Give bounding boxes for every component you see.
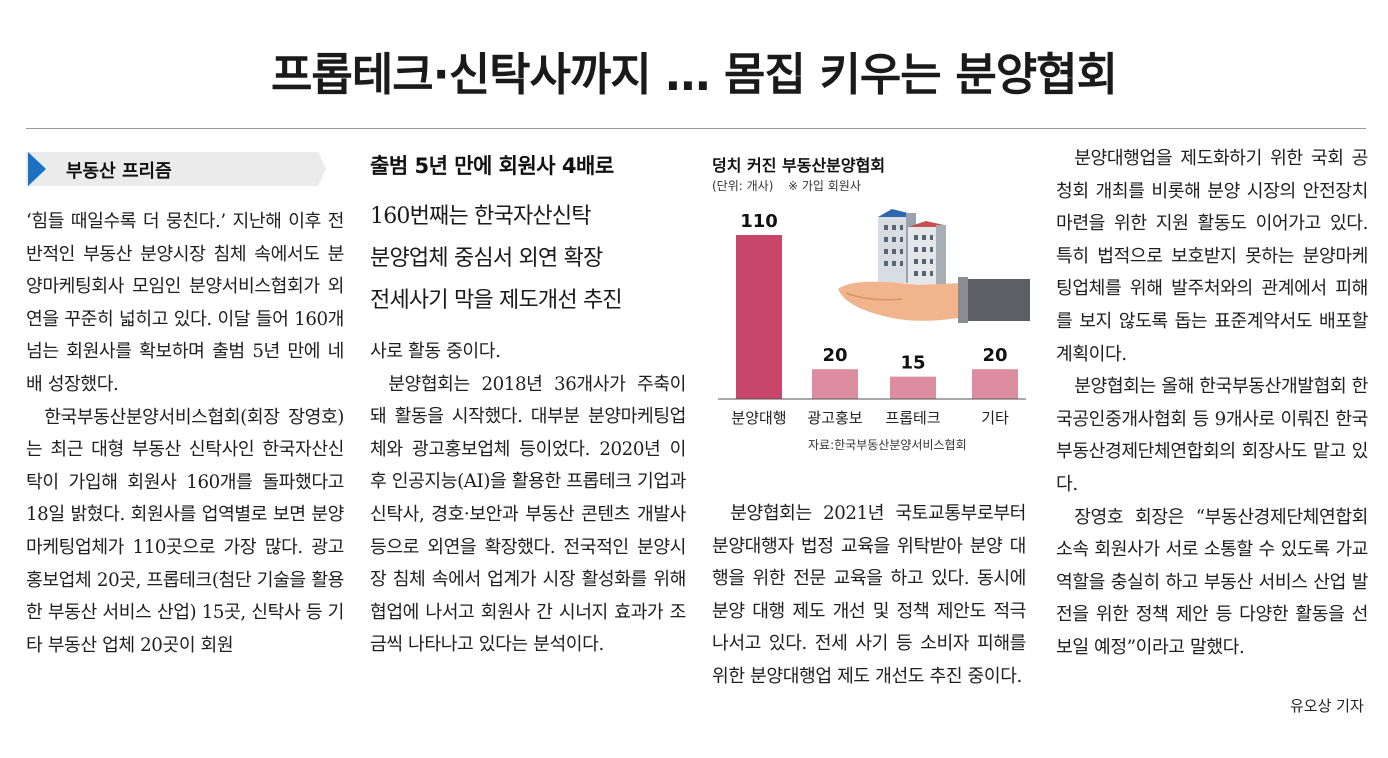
data-label: 20 xyxy=(822,345,847,366)
subhead-line: 전세사기 막을 제도개선 추진 xyxy=(370,288,623,313)
data-label: 15 xyxy=(900,353,925,374)
paragraph: 분양협회는 2021년 국토교통부로부터 분양대행자 법정 교육을 위탁받아 분… xyxy=(712,503,1026,687)
bar-기타 xyxy=(972,369,1018,399)
category-label: 프롭테크 xyxy=(885,409,940,427)
bar-프롭테크 xyxy=(890,376,936,399)
paragraph: 한국부동산분양서비스협회(회장 장영호)는 최근 대형 부동산 신탁사인 한국자… xyxy=(26,406,344,656)
paragraph: 분양협회는 2018년 36개사가 주축이 돼 활동을 시작했다. 대부분 분양… xyxy=(370,373,686,656)
chart-note: ※ 가입 회원사 xyxy=(788,179,861,193)
article-column-3: 분양협회는 2021년 국토교통부로부터 분양대행자 법정 교육을 위탁받아 분… xyxy=(712,498,1026,694)
section-label: 부동산 프리즘 xyxy=(26,152,326,186)
paragraph: ‘힘들 때일수록 더 뭉친다.’ 지난해 이후 전반적인 부동산 분양시장 침체… xyxy=(26,211,344,395)
chart-unit: (단위: 개사) xyxy=(712,179,774,193)
header-divider xyxy=(26,128,1366,129)
bar-광고홍보 xyxy=(812,369,858,399)
buildings-in-hand-illustration xyxy=(838,209,1030,323)
subhead-line: 160번째는 한국자산신탁 xyxy=(370,204,592,229)
chart-bars: 110 분양대행 20 광고홍보 15 프롭테크 20 기타 xyxy=(731,211,1018,427)
byline: 유오상 기자 xyxy=(1290,697,1364,715)
data-label: 20 xyxy=(982,345,1007,366)
data-label: 110 xyxy=(740,211,778,232)
section-label-text: 부동산 프리즘 xyxy=(66,161,172,182)
category-label: 분양대행 xyxy=(731,409,786,427)
article-column-4: 분양대행업을 제도화하기 위한 국회 공청회 개최를 비롯해 분양 시장의 안전… xyxy=(1056,143,1368,665)
paragraph: 분양대행업을 제도화하기 위한 국회 공청회 개최를 비롯해 분양 시장의 안전… xyxy=(1056,148,1368,365)
category-label: 광고홍보 xyxy=(807,409,862,427)
hand-icon xyxy=(838,281,964,321)
paragraph: 사로 활동 중이다. xyxy=(370,341,501,362)
sleeve-icon xyxy=(964,279,1030,321)
article-column-2: 사로 활동 중이다. 분양협회는 2018년 36개사가 주축이 돼 활동을 시… xyxy=(370,336,686,662)
bar-분양대행 xyxy=(736,235,782,399)
subhead-main: 출범 5년 만에 회원사 4배로 xyxy=(370,154,614,178)
subhead-line: 분양업체 중심서 외연 확장 xyxy=(370,246,603,271)
chart-source: 자료:한국부동산분양서비스협회 xyxy=(808,438,967,452)
category-label: 기타 xyxy=(981,409,1009,427)
paragraph: 분양협회는 올해 한국부동산개발협회 한국공인중개사협회 등 9개사로 이뤄진 … xyxy=(1056,376,1368,495)
chart-title: 덩치 커진 부동산분양협회 xyxy=(712,156,886,175)
paragraph: 장영호 회장은 “부동산경제단체연합회 소속 회원사가 서로 소통할 수 있도록… xyxy=(1056,506,1368,658)
article-column-1: ‘힘들 때일수록 더 뭉친다.’ 지난해 이후 전반적인 부동산 분양시장 침체… xyxy=(26,206,344,662)
bar-chart: 110 분양대행 20 광고홍보 15 프롭테크 20 기타 xyxy=(718,209,1030,427)
headline: 프롭테크·신탁사까지 … 몸집 키우는 분양협회 xyxy=(271,48,1118,101)
section-label-arrow-icon xyxy=(26,152,326,186)
